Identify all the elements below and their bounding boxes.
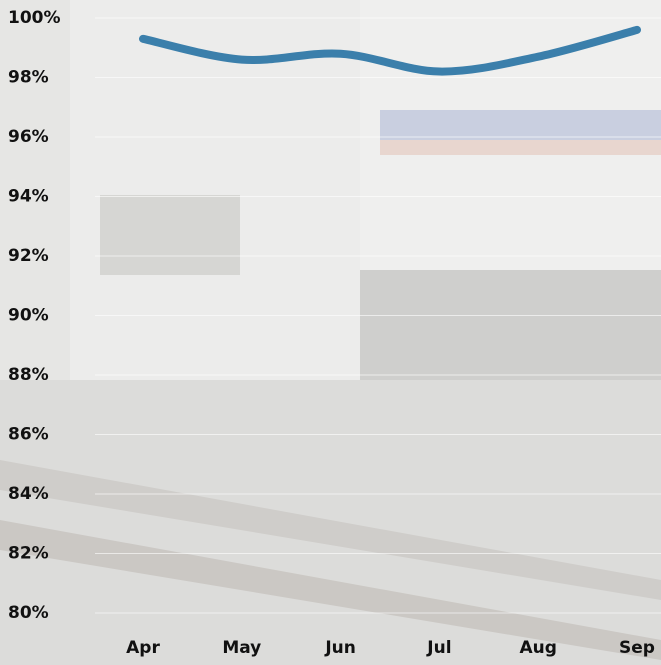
y-tick-label: 100% <box>8 8 61 28</box>
x-tick-label: Jun <box>324 638 356 658</box>
y-tick-label: 94% <box>8 187 49 207</box>
y-tick-label: 92% <box>8 246 49 266</box>
y-tick-label: 86% <box>8 425 49 445</box>
x-tick-label: Aug <box>519 638 556 658</box>
grid: 80% 82% 84% 86% 88% 90% 92% 94% 96% 98% 100% Apr May… <box>8 8 661 658</box>
data-line <box>139 25 641 76</box>
y-tick-label: 82% <box>8 544 49 564</box>
x-tick-label: Jul <box>426 638 451 658</box>
y-tick-label: 90% <box>8 306 49 326</box>
x-tick-label: May <box>222 638 261 658</box>
y-tick-label: 98% <box>8 68 49 88</box>
plot <box>139 25 641 76</box>
y-tick-label: 80% <box>8 603 49 623</box>
x-tick-label: Sep <box>619 638 655 658</box>
y-tick-label: 84% <box>8 484 49 504</box>
x-tick-label: Apr <box>126 638 160 658</box>
y-tick-label: 88% <box>8 365 49 385</box>
y-tick-label: 96% <box>8 127 49 147</box>
